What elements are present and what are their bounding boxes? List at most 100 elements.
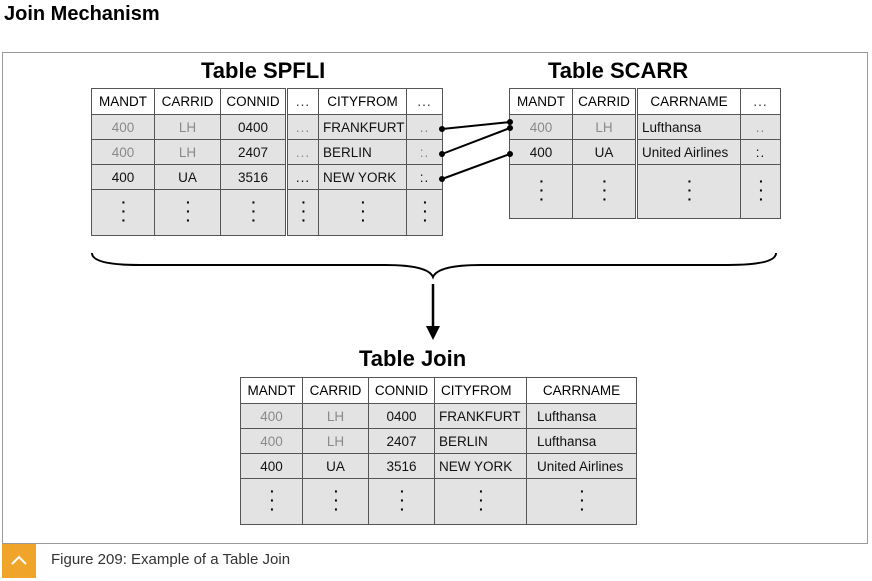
scarr-cell-more: .. — [740, 114, 781, 140]
figure-caption: Figure 209: Example of a Table Join — [51, 551, 291, 568]
join-row: 400 LH 2407 BERLIN Lufthansa — [240, 428, 637, 454]
join-col-carrname: CARRNAME — [526, 377, 637, 404]
connector-dot — [507, 125, 513, 131]
join-header-row: MANDT CARRID CONNID CITYFROM CARRNAME — [240, 377, 637, 404]
join-col-carrid: CARRID — [302, 377, 369, 404]
spfli-cell-connid: 3516 — [220, 164, 287, 190]
connector-line — [441, 121, 511, 130]
scarr-cell-carrname: Lufthansa — [635, 114, 741, 140]
scarr-row: 400 LH Lufthansa .. — [509, 114, 781, 140]
join-cell-cityfrom: FRANKFURT — [434, 403, 527, 429]
spfli-col-more: ... — [406, 88, 443, 115]
scarr-table: MANDT CARRID CARRNAME ... 400 LH Lufthan… — [509, 88, 781, 219]
spfli-cell-cityfrom: FRANKFURT — [318, 114, 407, 140]
spfli-cell-more: :. — [406, 164, 443, 190]
continuation-dots: · · · — [302, 478, 369, 525]
continuation-dots: · · · — [240, 478, 303, 525]
continuation-dots: · · · — [368, 478, 435, 525]
spfli-row: 400 LH 0400 ... FRANKFURT .. — [91, 114, 443, 140]
join-cell-carrid: UA — [302, 453, 369, 479]
scarr-header-row: MANDT CARRID CARRNAME ... — [509, 88, 781, 115]
scarr-cell-carrid: UA — [572, 139, 637, 165]
spfli-col-mandt: MANDT — [91, 88, 155, 115]
join-cell-mandt: 400 — [240, 428, 303, 454]
join-row: 400 UA 3516 NEW YORK United Airlines — [240, 453, 637, 479]
scarr-continuation-row: · · · · · · · · · · · · — [509, 164, 781, 219]
join-cell-mandt: 400 — [240, 403, 303, 429]
merge-brace — [91, 252, 777, 280]
join-cell-mandt: 400 — [240, 453, 303, 479]
spfli-cell-gap: ... — [285, 114, 319, 140]
continuation-dots: · · · — [572, 164, 637, 219]
scarr-row: 400 UA United Airlines :. — [509, 139, 781, 165]
connector-dot — [507, 119, 513, 125]
join-cell-connid: 3516 — [368, 453, 435, 479]
scarr-col-carrid: CARRID — [572, 88, 637, 115]
continuation-dots: · · · — [406, 189, 443, 236]
join-cell-cityfrom: BERLIN — [434, 428, 527, 454]
scarr-col-carrname: CARRNAME — [635, 88, 741, 115]
continuation-dots: · · · — [434, 478, 527, 525]
continuation-dots: · · · — [91, 189, 155, 236]
connector-dots — [439, 119, 513, 182]
continuation-dots: · · · — [285, 189, 319, 236]
join-cell-carrname: Lufthansa — [526, 428, 637, 454]
spfli-cell-carrid: LH — [154, 114, 221, 140]
join-continuation-row: · · · · · · · · · · · · · · · — [240, 478, 637, 525]
page-title: Join Mechanism — [4, 3, 160, 25]
join-cell-connid: 0400 — [368, 403, 435, 429]
spfli-cell-mandt: 400 — [91, 114, 155, 140]
continuation-dots: · · · — [318, 189, 407, 236]
continuation-dots: · · · — [635, 164, 741, 219]
chevron-up-icon — [11, 555, 27, 565]
spfli-continuation-row: · · · · · · · · · · · · · · · · · · — [91, 189, 443, 236]
spfli-cell-mandt: 400 — [91, 139, 155, 165]
continuation-dots: · · · — [154, 189, 221, 236]
spfli-table: MANDT CARRID CONNID ... CITYFROM ... 400… — [91, 88, 443, 236]
spfli-col-gap: ... — [285, 88, 319, 115]
spfli-cell-connid: 0400 — [220, 114, 287, 140]
continuation-dots: · · · — [526, 478, 637, 525]
connector-line — [441, 153, 511, 180]
spfli-cell-carrid: LH — [154, 139, 221, 165]
connector-dot — [439, 176, 445, 182]
join-cell-carrid: LH — [302, 428, 369, 454]
join-col-mandt: MANDT — [240, 377, 303, 404]
join-connectors — [441, 121, 511, 180]
spfli-row: 400 LH 2407 ... BERLIN :. — [91, 139, 443, 165]
join-row: 400 LH 0400 FRANKFURT Lufthansa — [240, 403, 637, 429]
join-title: Table Join — [359, 346, 467, 371]
spfli-col-carrid: CARRID — [154, 88, 221, 115]
spfli-cell-connid: 2407 — [220, 139, 287, 165]
result-arrow-head — [426, 326, 440, 340]
spfli-row: 400 UA 3516 ... NEW YORK :. — [91, 164, 443, 190]
scarr-cell-carrid: LH — [572, 114, 637, 140]
join-cell-cityfrom: NEW YORK — [434, 453, 527, 479]
join-col-connid: CONNID — [368, 377, 435, 404]
join-cell-carrname: United Airlines — [526, 453, 637, 479]
continuation-dots: · · · — [220, 189, 287, 236]
connector-dot — [507, 151, 513, 157]
join-cell-carrname: Lufthansa — [526, 403, 637, 429]
caption-toggle-button[interactable] — [2, 544, 36, 578]
spfli-col-cityfrom: CITYFROM — [318, 88, 407, 115]
join-table: MANDT CARRID CONNID CITYFROM CARRNAME 40… — [240, 377, 637, 525]
continuation-dots: · · · — [509, 164, 573, 219]
spfli-col-connid: CONNID — [220, 88, 287, 115]
join-cell-carrid: LH — [302, 403, 369, 429]
connector-dot — [439, 151, 445, 157]
connector-dot — [439, 126, 445, 132]
join-col-cityfrom: CITYFROM — [434, 377, 527, 404]
figure-caption-bar: Figure 209: Example of a Table Join — [2, 543, 868, 578]
scarr-title: Table SCARR — [548, 58, 689, 83]
scarr-col-more: ... — [740, 88, 781, 115]
join-cell-connid: 2407 — [368, 428, 435, 454]
scarr-col-mandt: MANDT — [509, 88, 573, 115]
connector-line — [441, 127, 511, 155]
spfli-header-row: MANDT CARRID CONNID ... CITYFROM ... — [91, 88, 443, 115]
scarr-cell-carrname: United Airlines — [635, 139, 741, 165]
continuation-dots: · · · — [740, 164, 781, 219]
spfli-title: Table SPFLI — [201, 58, 326, 83]
